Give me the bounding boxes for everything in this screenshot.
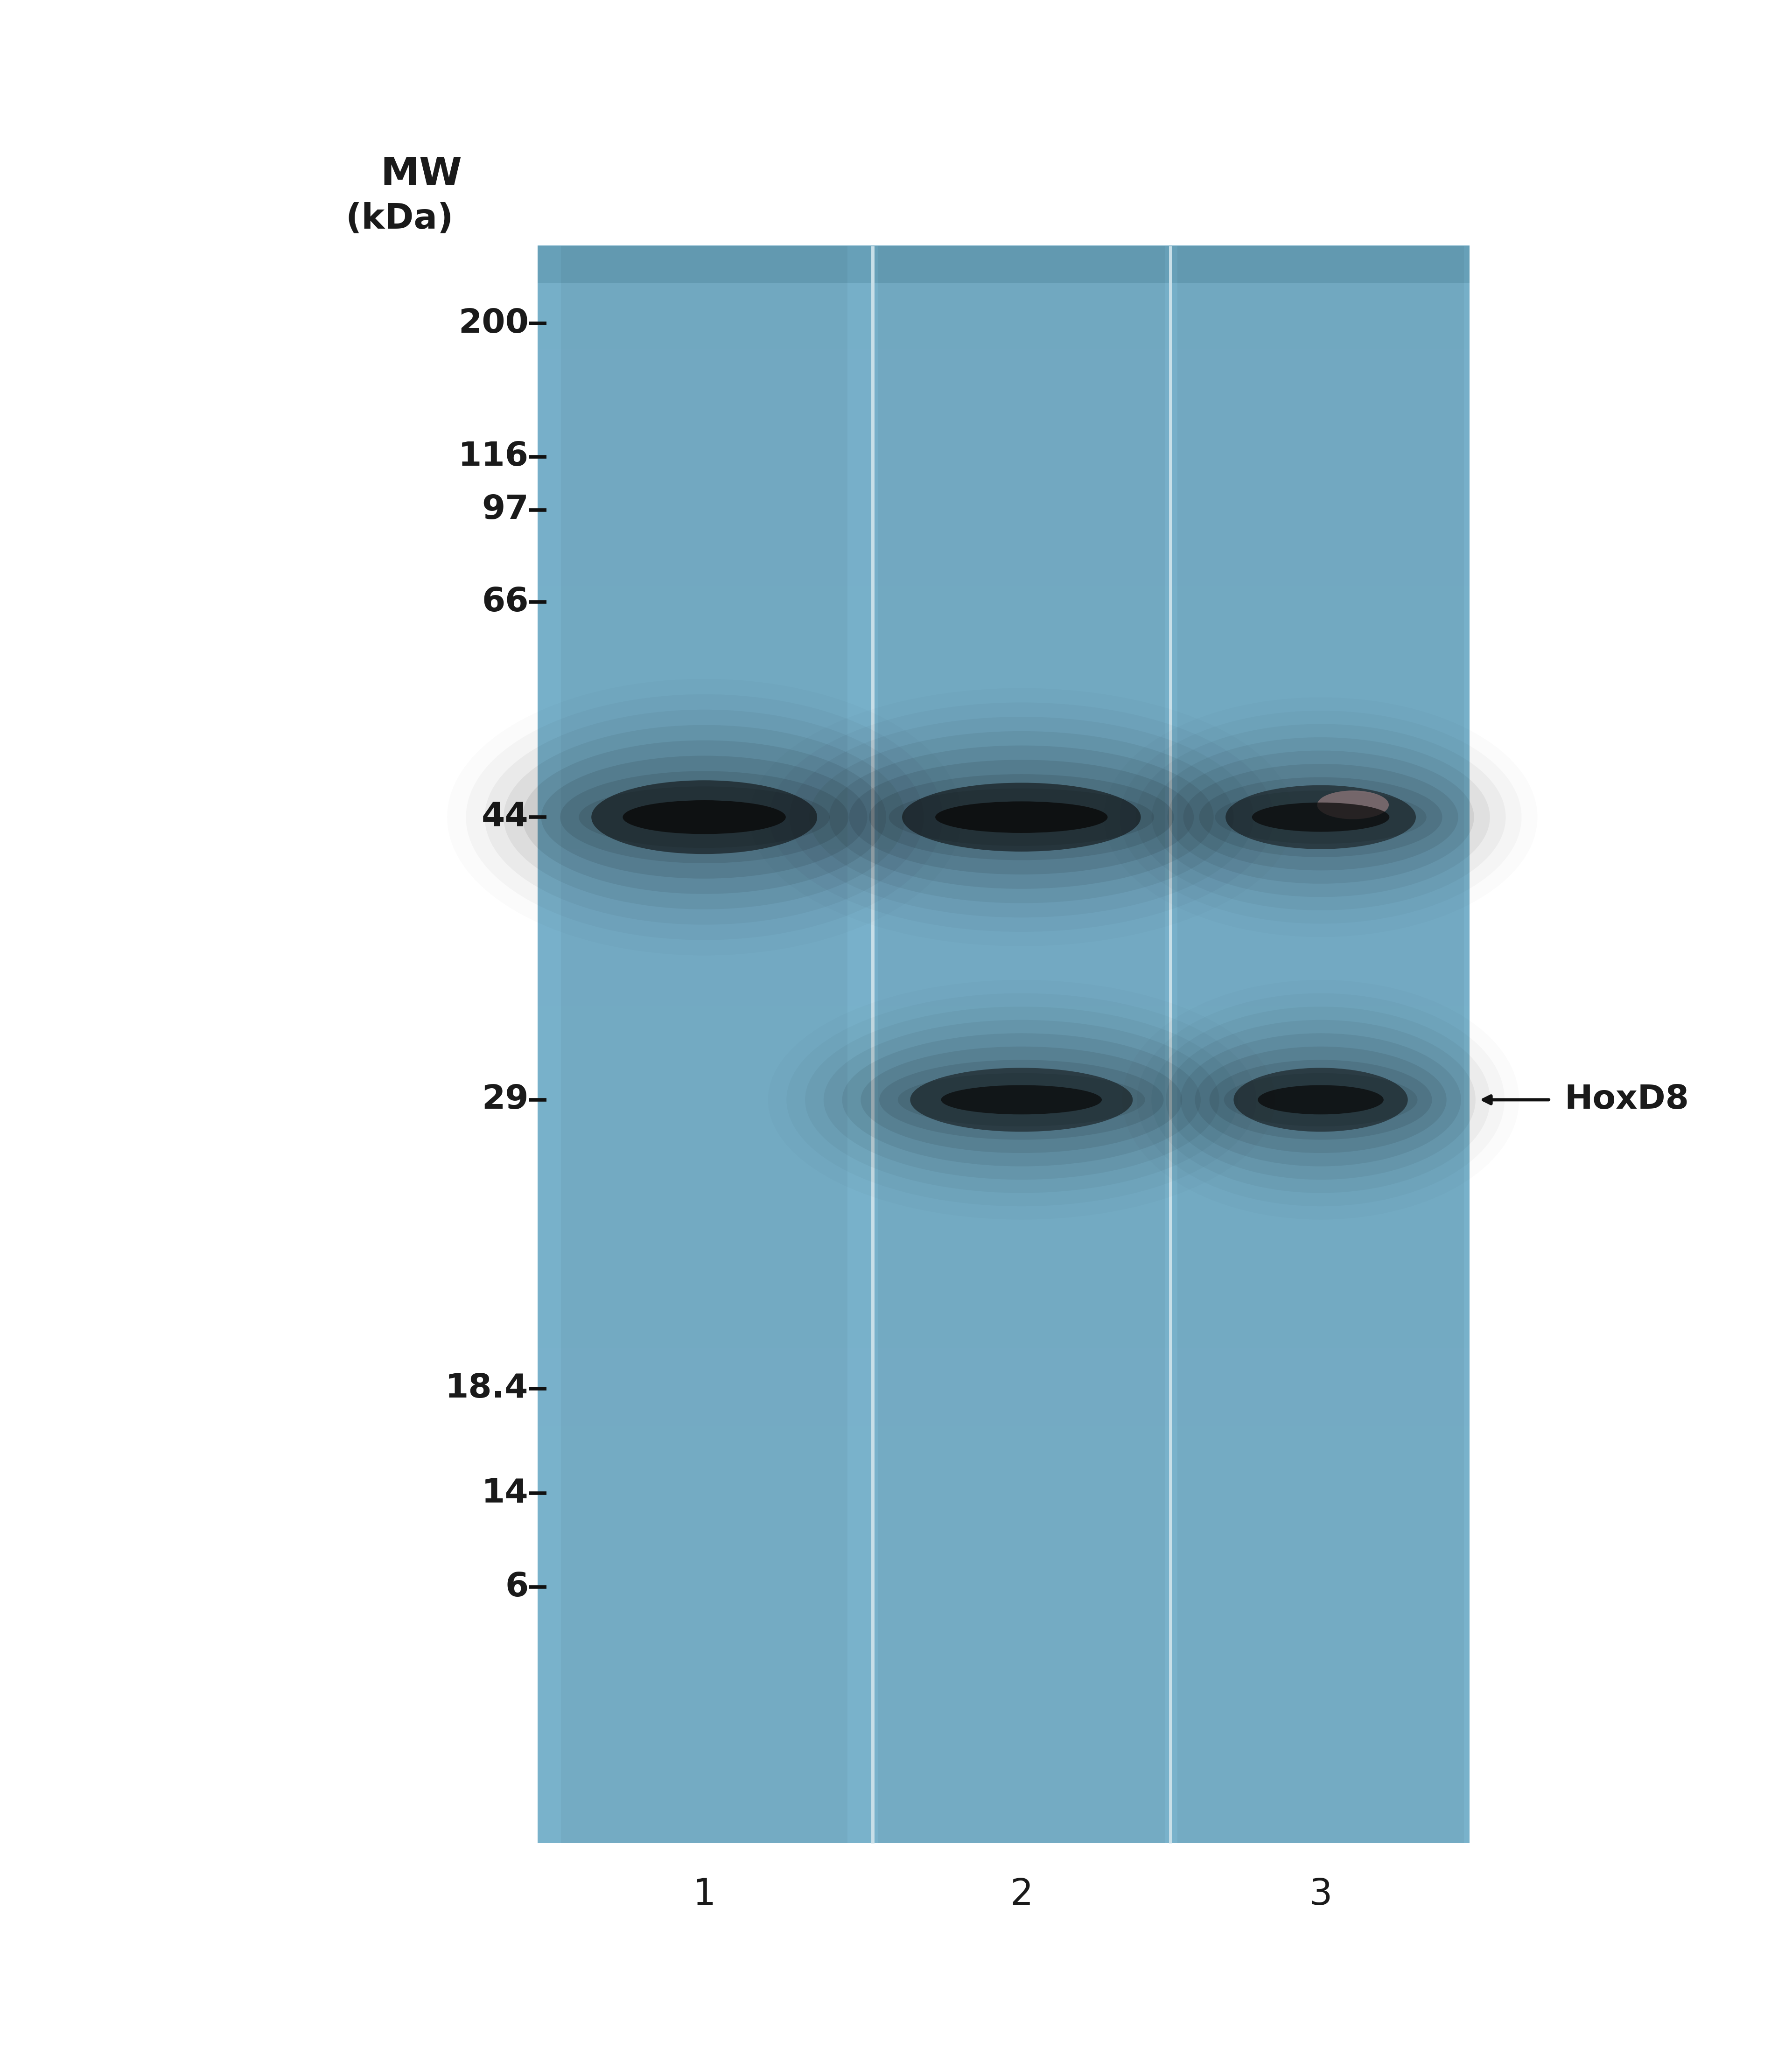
Ellipse shape [898, 1073, 1145, 1126]
Ellipse shape [1167, 1020, 1475, 1180]
Ellipse shape [889, 788, 1154, 846]
Ellipse shape [1199, 778, 1443, 858]
Ellipse shape [1195, 1047, 1446, 1153]
Text: 44: 44 [482, 801, 529, 834]
Ellipse shape [591, 780, 817, 854]
Ellipse shape [1226, 784, 1416, 850]
Ellipse shape [810, 731, 1233, 903]
Text: 2: 2 [1011, 1876, 1032, 1913]
Bar [538, 246, 1469, 283]
Text: 6: 6 [505, 1571, 529, 1604]
Text: 116: 116 [459, 440, 529, 473]
Ellipse shape [624, 801, 787, 834]
Ellipse shape [1152, 737, 1489, 897]
Text: 3: 3 [1310, 1876, 1331, 1913]
Ellipse shape [842, 1032, 1201, 1167]
Ellipse shape [1183, 764, 1459, 870]
Ellipse shape [880, 1061, 1163, 1139]
Ellipse shape [1258, 1085, 1383, 1114]
Ellipse shape [1233, 1067, 1409, 1133]
Text: 18.4: 18.4 [446, 1372, 529, 1405]
Ellipse shape [901, 782, 1142, 852]
Text: 66: 66 [482, 586, 529, 618]
Ellipse shape [935, 801, 1107, 834]
Ellipse shape [1167, 752, 1475, 885]
Text: 29: 29 [482, 1083, 529, 1116]
Ellipse shape [830, 745, 1213, 889]
Text: 14: 14 [482, 1477, 529, 1509]
Text: 97: 97 [482, 494, 529, 526]
Text: 1: 1 [694, 1876, 715, 1913]
Ellipse shape [523, 739, 885, 895]
Ellipse shape [1224, 1073, 1417, 1126]
Ellipse shape [1317, 791, 1389, 819]
Ellipse shape [1210, 1061, 1432, 1139]
Ellipse shape [869, 774, 1174, 860]
Text: (kDa): (kDa) [346, 203, 453, 236]
Text: 200: 200 [459, 307, 529, 340]
Bar [561, 246, 848, 1843]
Ellipse shape [1253, 803, 1389, 831]
Ellipse shape [504, 725, 905, 909]
Bar [878, 246, 1165, 1843]
Ellipse shape [910, 1067, 1133, 1133]
Text: HoxD8: HoxD8 [1564, 1083, 1690, 1116]
Ellipse shape [941, 1085, 1102, 1114]
Ellipse shape [860, 1047, 1183, 1153]
Ellipse shape [579, 786, 830, 848]
Ellipse shape [541, 756, 867, 879]
Ellipse shape [824, 1020, 1219, 1180]
Ellipse shape [559, 772, 849, 864]
Text: MW: MW [380, 156, 462, 193]
Ellipse shape [1181, 1032, 1460, 1167]
Ellipse shape [849, 760, 1193, 874]
Bar [1177, 246, 1464, 1843]
Ellipse shape [1215, 791, 1426, 844]
